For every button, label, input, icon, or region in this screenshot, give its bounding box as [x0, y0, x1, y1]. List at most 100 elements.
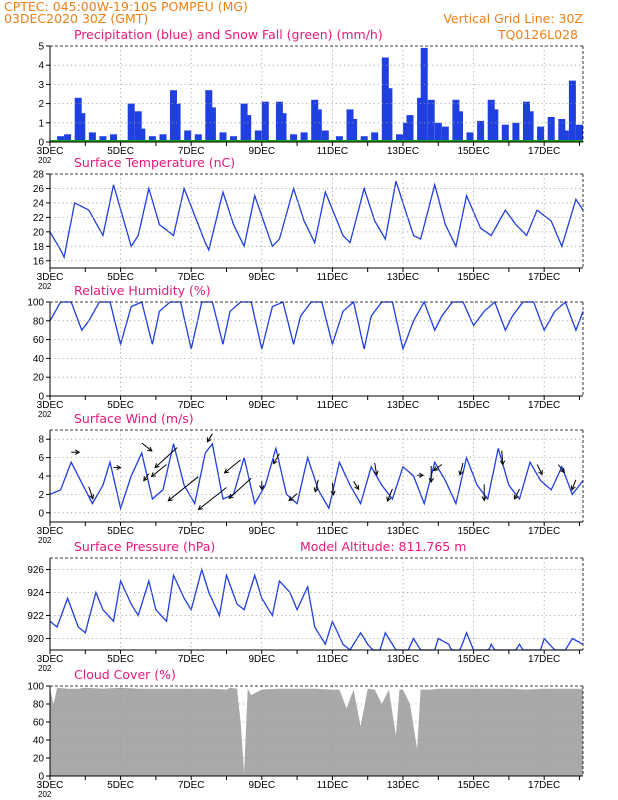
x-tick-label: 13DEC — [387, 146, 419, 157]
y-tick-label: 20 — [33, 227, 45, 238]
y-tick-label: 28 — [33, 170, 45, 181]
precip-bar — [523, 101, 530, 142]
x-tick-label: 5DEC — [107, 654, 134, 665]
y-tick-label: 24 — [33, 198, 45, 209]
wind-arrow — [141, 442, 153, 452]
y-tick-label: 0 — [38, 392, 44, 403]
precip-bar — [311, 99, 319, 142]
wind-arrow — [331, 482, 334, 495]
x-tick-label: 13DEC — [387, 526, 419, 537]
x-tick-label: 15DEC — [457, 146, 489, 157]
precip-bar — [205, 90, 213, 142]
wind-arrow-head — [538, 469, 543, 476]
precip-bar — [57, 136, 65, 142]
x-tick-label: 9DEC — [248, 526, 275, 537]
x-tick-label: 7DEC — [178, 780, 205, 791]
precip-title: Precipitation (blue) and Snow Fall (gree… — [74, 27, 383, 42]
x-tick-label: 7DEC — [178, 526, 205, 537]
precip-bar — [335, 136, 343, 142]
wind-arrow — [228, 477, 252, 499]
precip-bar — [427, 99, 435, 142]
precip-bar — [314, 109, 322, 142]
y-tick-label: 926 — [27, 565, 44, 576]
y-tick-label: 80 — [33, 316, 45, 327]
wind-arrow — [353, 481, 360, 490]
wind-arrow-head — [154, 463, 160, 469]
precip-bar — [88, 132, 96, 142]
x-tick-label: 15DEC — [457, 526, 489, 537]
humidity-title: Relative Humidity (%) — [74, 283, 211, 298]
y-tick-label: 4 — [38, 61, 44, 72]
precip-bar — [275, 101, 283, 142]
x-tick-label: 7DEC — [178, 400, 205, 411]
wind-arrow — [272, 453, 280, 464]
y-tick-label: 60 — [33, 335, 45, 346]
wind-arrow-head — [206, 437, 212, 443]
precip-bar — [576, 124, 583, 142]
wind-plot: 0 2 4 6 8 3DEC 5DEC 7DEC 9DEC 11DEC 13DEC 15DEC 17DE… — [37, 429, 584, 545]
wind-arrow-head — [259, 485, 265, 491]
series-line — [49, 442, 584, 511]
wind-arrow — [536, 464, 543, 475]
cloud-cover-area — [50, 687, 583, 776]
wind-arrow — [459, 462, 464, 476]
precip-bar — [417, 97, 425, 142]
wind-arrow-head — [116, 464, 122, 471]
x-tick-label: 15DEC — [457, 780, 489, 791]
wind-arrow-head — [147, 446, 153, 452]
year-label: 202 — [38, 536, 52, 545]
precip-bar — [127, 103, 135, 142]
wind-arrow-head — [313, 487, 319, 493]
year-label: 202 — [38, 410, 52, 419]
y-tick-label: 40 — [33, 736, 45, 747]
series-line — [49, 300, 584, 352]
wind-arrow — [224, 459, 241, 474]
wind-arrow — [433, 464, 443, 471]
wind-arrow-head — [89, 494, 95, 500]
year-label: 202 — [38, 664, 52, 673]
y-tick-label: 100 — [27, 298, 44, 309]
precip-bar — [148, 136, 156, 142]
precip-bar — [537, 126, 545, 142]
precip-bar — [491, 109, 499, 142]
wind-arrow — [571, 479, 577, 490]
wind-arrow-head — [143, 476, 149, 482]
x-tick-label: 15DEC — [457, 400, 489, 411]
y-tick-label: 0 — [38, 138, 44, 149]
x-tick-label: 13DEC — [387, 654, 419, 665]
x-tick-label: 17DEC — [528, 146, 560, 157]
x-tick-label: 9DEC — [248, 146, 275, 157]
wind-arrow — [206, 433, 213, 443]
wind-arrow-head — [428, 477, 434, 484]
y-tick-label: 18 — [33, 242, 45, 253]
y-tick-label: 8 — [38, 435, 44, 446]
x-tick-label: 3DEC — [37, 526, 64, 537]
header-grid-note: Vertical Grid Line: 30Z — [443, 11, 583, 26]
wind-arrow-head — [481, 496, 487, 502]
x-tick-label: 11DEC — [317, 780, 349, 791]
wind-arrow-head — [74, 449, 81, 455]
y-tick-label: 16 — [33, 256, 45, 267]
precip-bar — [466, 132, 474, 142]
y-tick-label: 924 — [27, 588, 44, 599]
wind-arrow-head — [354, 484, 360, 491]
precip-bar — [441, 126, 449, 142]
year-label: 202 — [38, 156, 52, 165]
x-tick-label: 5DEC — [107, 780, 134, 791]
x-tick-label: 5DEC — [107, 146, 134, 157]
precip-bar — [138, 128, 146, 142]
precip-bar — [350, 119, 358, 142]
x-tick-label: 17DEC — [528, 780, 560, 791]
wind-arrow-head — [570, 485, 576, 491]
y-tick-label: 0 — [38, 772, 44, 783]
humidity-plot: 0 20 40 60 80 100 3DEC 5DEC 7DEC 9DEC 11DEC 13DEC 15… — [27, 298, 584, 419]
precip-bar — [78, 113, 86, 142]
year-label: 202 — [38, 790, 52, 799]
y-tick-label: 40 — [33, 354, 45, 365]
series-line — [49, 180, 584, 260]
precip-bar — [300, 132, 308, 142]
x-tick-label: 11DEC — [317, 400, 349, 411]
precip-bar — [385, 88, 393, 142]
panel-pressure: Surface Pressure (hPa) Model Altitude: 8… — [27, 539, 584, 673]
